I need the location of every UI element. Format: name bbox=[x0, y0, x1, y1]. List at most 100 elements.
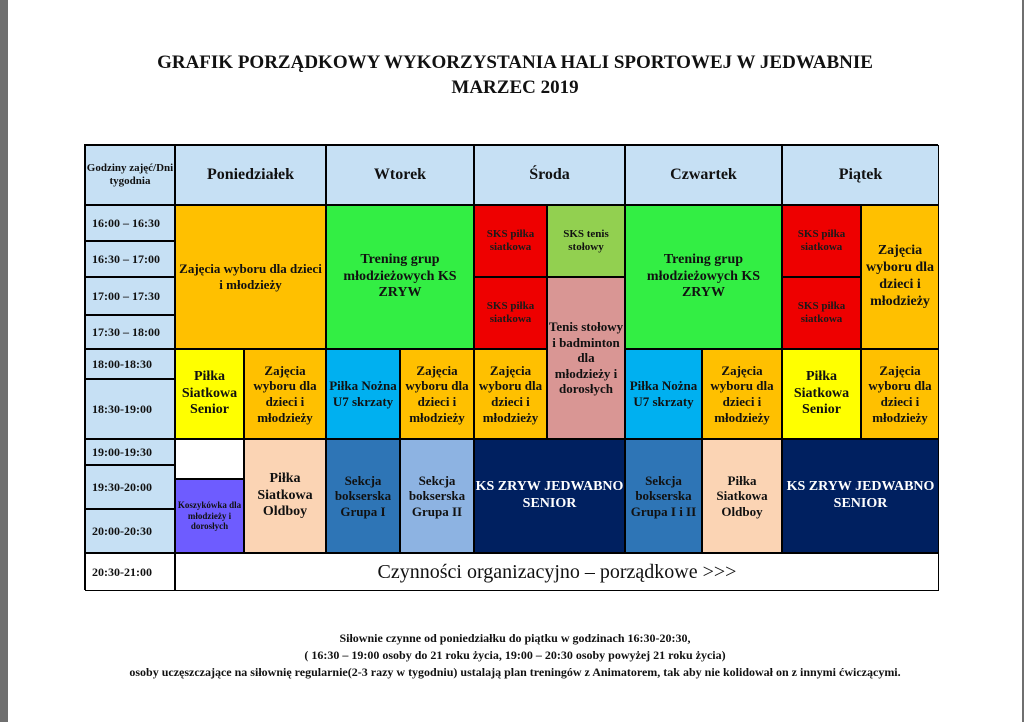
cell-line: Siatkowa bbox=[793, 385, 850, 401]
time-slot: 17:30 – 18:00 bbox=[85, 315, 175, 349]
cell-line: Nożna bbox=[361, 378, 397, 394]
cell-line: Siatkowa bbox=[257, 487, 313, 503]
cell-line: Siatkowa bbox=[181, 385, 238, 401]
organizacyjne-row: Czynności organizacyjno – porządkowe >>> bbox=[175, 553, 939, 591]
cell-line: młodzieży bbox=[257, 409, 313, 425]
cell-line: młodzieżowych bbox=[343, 268, 435, 284]
time-slot: 16:30 – 17:00 bbox=[85, 241, 175, 277]
cell-line: Nożna bbox=[661, 378, 698, 394]
cell-line: SKS bbox=[797, 299, 819, 312]
time-slot: 20:00-20:30 bbox=[85, 509, 175, 553]
cell-line: dzieci i bbox=[880, 394, 920, 409]
schedule-month: MARZEC 2019 bbox=[451, 77, 579, 98]
corner-line: Godziny bbox=[86, 161, 127, 174]
mon-pilka-siatkowa-senior: Piłka Siatkowa Senior bbox=[175, 349, 244, 439]
cell-line: bokserska bbox=[334, 488, 392, 504]
mon-pilka-siatkowa-oldboy: Piłka Siatkowa Oldboy bbox=[244, 439, 326, 553]
schedule-table: Godziny zajęć/Dni tygodnia Poniedziałek … bbox=[84, 144, 939, 591]
cell-line: Grupa II bbox=[411, 503, 463, 519]
cell-line: dorosłych bbox=[190, 521, 229, 532]
footer-note-3: osoby uczęszczające na siłownię regularn… bbox=[129, 665, 901, 679]
time-slot: 18:00-18:30 bbox=[85, 349, 175, 379]
time-slot: 19:30-20:00 bbox=[85, 465, 175, 509]
cell-line: Grupa I bbox=[340, 503, 386, 519]
day-header-tuesday: Wtorek bbox=[326, 145, 474, 205]
cell-line: dla bbox=[577, 350, 595, 366]
cell-line: siatkowa bbox=[489, 313, 532, 325]
cell-line: dzieci i młodzieży bbox=[219, 261, 322, 292]
thu-zajecia-wyboru: Zajęcia wyboru dla dzieci i młodzieży bbox=[702, 349, 782, 439]
tue-trening-grup: Trening grup młodzieżowych KS ZRYW bbox=[326, 205, 474, 349]
cell-line: SKS bbox=[486, 299, 508, 312]
fri-zajecia-wyboru-2: Zajęcia wyboru dla dzieci i młodzieży bbox=[861, 349, 939, 439]
cell-line: wyboru bbox=[478, 378, 522, 394]
tue-sekcja-bokserska-1: Sekcja bokserska Grupa I bbox=[326, 439, 400, 553]
cell-line: SKS bbox=[563, 227, 585, 240]
wed-sks-siatkowa-1: SKS piłka siatkowa bbox=[474, 205, 547, 277]
cell-line: Sekcja bbox=[418, 472, 456, 488]
tue-pilka-nozna: Piłka Nożna U7 skrzaty bbox=[326, 349, 400, 439]
cell-line: młodzieży i bbox=[554, 365, 618, 381]
cell-line: Koszykówka bbox=[177, 499, 227, 510]
cell-line: dzieci i bbox=[265, 394, 305, 409]
mon-zajecia-wyboru-2: Zajęcia wyboru dla dzieci i młodzieży bbox=[244, 349, 326, 439]
cell-line: Oldboy bbox=[262, 504, 308, 520]
thu-pilka-siatkowa-oldboy: Piłka Siatkowa Oldboy bbox=[702, 439, 782, 553]
cell-line: SKS bbox=[797, 227, 819, 240]
cell-line: SKS bbox=[486, 227, 508, 240]
mon-koszykowka: Koszykówka dla młodzieży i dorosłych bbox=[175, 479, 244, 553]
cell-line: dla bbox=[914, 378, 932, 394]
cell-line: wyboru bbox=[253, 378, 297, 394]
cell-line: piłka bbox=[510, 227, 535, 240]
cell-line: Zajęcia bbox=[489, 362, 532, 378]
cell-line: dorosłych bbox=[559, 381, 613, 397]
time-slot: 18:30-19:00 bbox=[85, 379, 175, 439]
cell-line: bokserska bbox=[408, 488, 466, 504]
cell-line: JEDWABNO bbox=[855, 479, 935, 495]
cell-line: młodzieży bbox=[714, 409, 770, 425]
cell-line: dla bbox=[915, 260, 935, 276]
cell-line: dzieci i bbox=[722, 394, 762, 409]
cell-line: dla bbox=[524, 378, 543, 394]
fri-ks-zryw-senior: KS ZRYW JEDWABNO SENIOR bbox=[782, 439, 939, 553]
tue-zajecia-wyboru: Zajęcia wyboru dla dzieci i młodzieży bbox=[400, 349, 474, 439]
cell-line: Piłka bbox=[193, 368, 226, 384]
time-slot: 17:00 – 17:30 bbox=[85, 277, 175, 315]
cell-line: Trening grup bbox=[663, 251, 744, 267]
wed-ks-zryw-senior: KS ZRYW JEDWABNO SENIOR bbox=[474, 439, 625, 553]
cell-line: I i II bbox=[670, 503, 697, 519]
cell-line: dla bbox=[299, 378, 317, 394]
cell-line: dzieci i bbox=[879, 277, 921, 292]
cell-line: Zajęcia bbox=[879, 362, 921, 378]
cell-line: wyboru bbox=[868, 378, 912, 394]
day-header-monday: Poniedziałek bbox=[175, 145, 326, 205]
cell-line: młodzieży bbox=[870, 293, 930, 309]
cell-line: Tenis bbox=[548, 319, 578, 335]
cell-line: stołowy i bbox=[552, 319, 624, 350]
cell-line: wyboru bbox=[865, 260, 912, 276]
day-header-wednesday: Środa bbox=[474, 145, 625, 205]
cell-line: KS ZRYW bbox=[475, 479, 541, 495]
cell-line: Senior bbox=[190, 402, 229, 418]
cell-line: KS ZRYW bbox=[786, 479, 852, 495]
cell-line: Siatkowa bbox=[716, 488, 768, 504]
cell-line: dla bbox=[269, 261, 287, 277]
cell-line: badminton bbox=[559, 334, 620, 350]
wed-zajecia-wyboru: Zajęcia wyboru dla dzieci i młodzieży bbox=[474, 349, 547, 439]
mon-empty-slot bbox=[175, 439, 244, 479]
cell-line: dla bbox=[229, 499, 242, 510]
cell-line: skrzaty bbox=[652, 394, 694, 409]
cell-line: U7 bbox=[332, 394, 349, 409]
tue-sekcja-bokserska-2: Sekcja bokserska Grupa II bbox=[400, 439, 474, 553]
wed-tenis-badminton: Tenis stołowy i badminton dla młodzieży … bbox=[547, 277, 625, 439]
cell-line: tenis bbox=[586, 227, 609, 240]
cell-line: siatkowa bbox=[800, 313, 843, 325]
cell-line: młodzieżowych bbox=[646, 268, 738, 284]
corner-line: tygodnia bbox=[109, 175, 151, 187]
cell-line: Senior bbox=[802, 402, 841, 418]
cell-line: skrzaty bbox=[351, 394, 394, 409]
cell-line: piłka bbox=[821, 299, 846, 312]
cell-line: piłka bbox=[821, 227, 846, 240]
schedule-title: GRAFIK PORZĄDKOWY WYKORZYSTANIA HALI SPO… bbox=[157, 52, 873, 73]
cell-line: Piłka bbox=[629, 378, 659, 394]
